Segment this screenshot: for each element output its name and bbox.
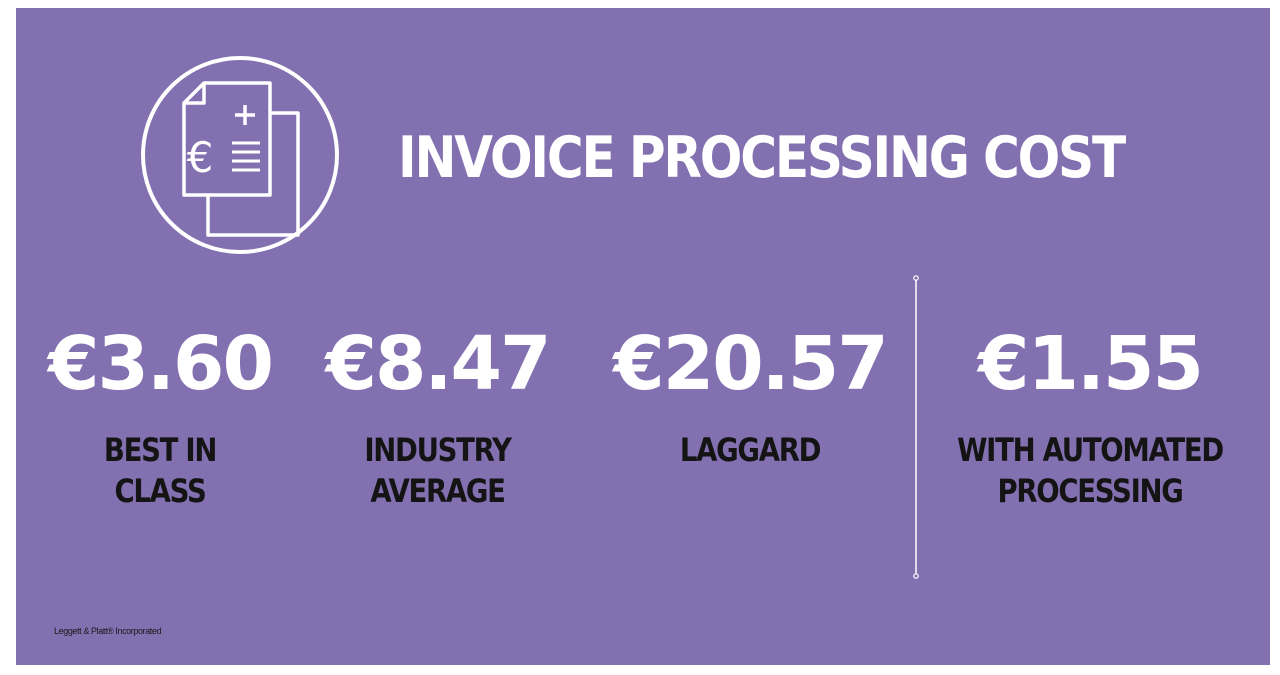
stat-value: €3.60: [47, 321, 274, 407]
page-title: INVOICE PROCESSING COST: [398, 125, 1126, 191]
stat-value: €20.57: [613, 321, 889, 407]
svg-text:€: €: [187, 133, 214, 182]
stat-laggard: €20.57 LAGGARD: [600, 322, 900, 471]
stat-label: LAGGARD: [621, 430, 879, 471]
stat-label: BEST IN CLASS: [48, 430, 272, 512]
footer-credit: Leggett & Platt® Incorporated: [54, 626, 162, 636]
stat-label-line: BEST IN: [103, 431, 217, 469]
stat-with-automated-processing: €1.55 WITH AUTOMATED PROCESSING: [930, 322, 1250, 512]
stat-industry-average: €8.47 INDUSTRY AVERAGE: [310, 322, 565, 512]
stat-value: €1.55: [977, 321, 1204, 407]
euro-invoice-document-icon: €: [140, 55, 340, 255]
stat-label: WITH AUTOMATED PROCESSING: [952, 430, 1227, 512]
stat-label-line: AVERAGE: [370, 472, 506, 510]
divider: [913, 275, 919, 579]
stat-label-line: LAGGARD: [679, 431, 822, 469]
stat-label-line: INDUSTRY: [364, 431, 512, 469]
stat-label-line: CLASS: [114, 472, 207, 510]
stat-label: INDUSTRY AVERAGE: [328, 430, 547, 512]
stat-label-line: WITH AUTOMATED: [957, 431, 1224, 469]
stat-value: €8.47: [325, 321, 551, 407]
stat-best-in-class: €3.60 BEST IN CLASS: [30, 322, 290, 512]
stat-label-line: PROCESSING: [997, 472, 1183, 510]
